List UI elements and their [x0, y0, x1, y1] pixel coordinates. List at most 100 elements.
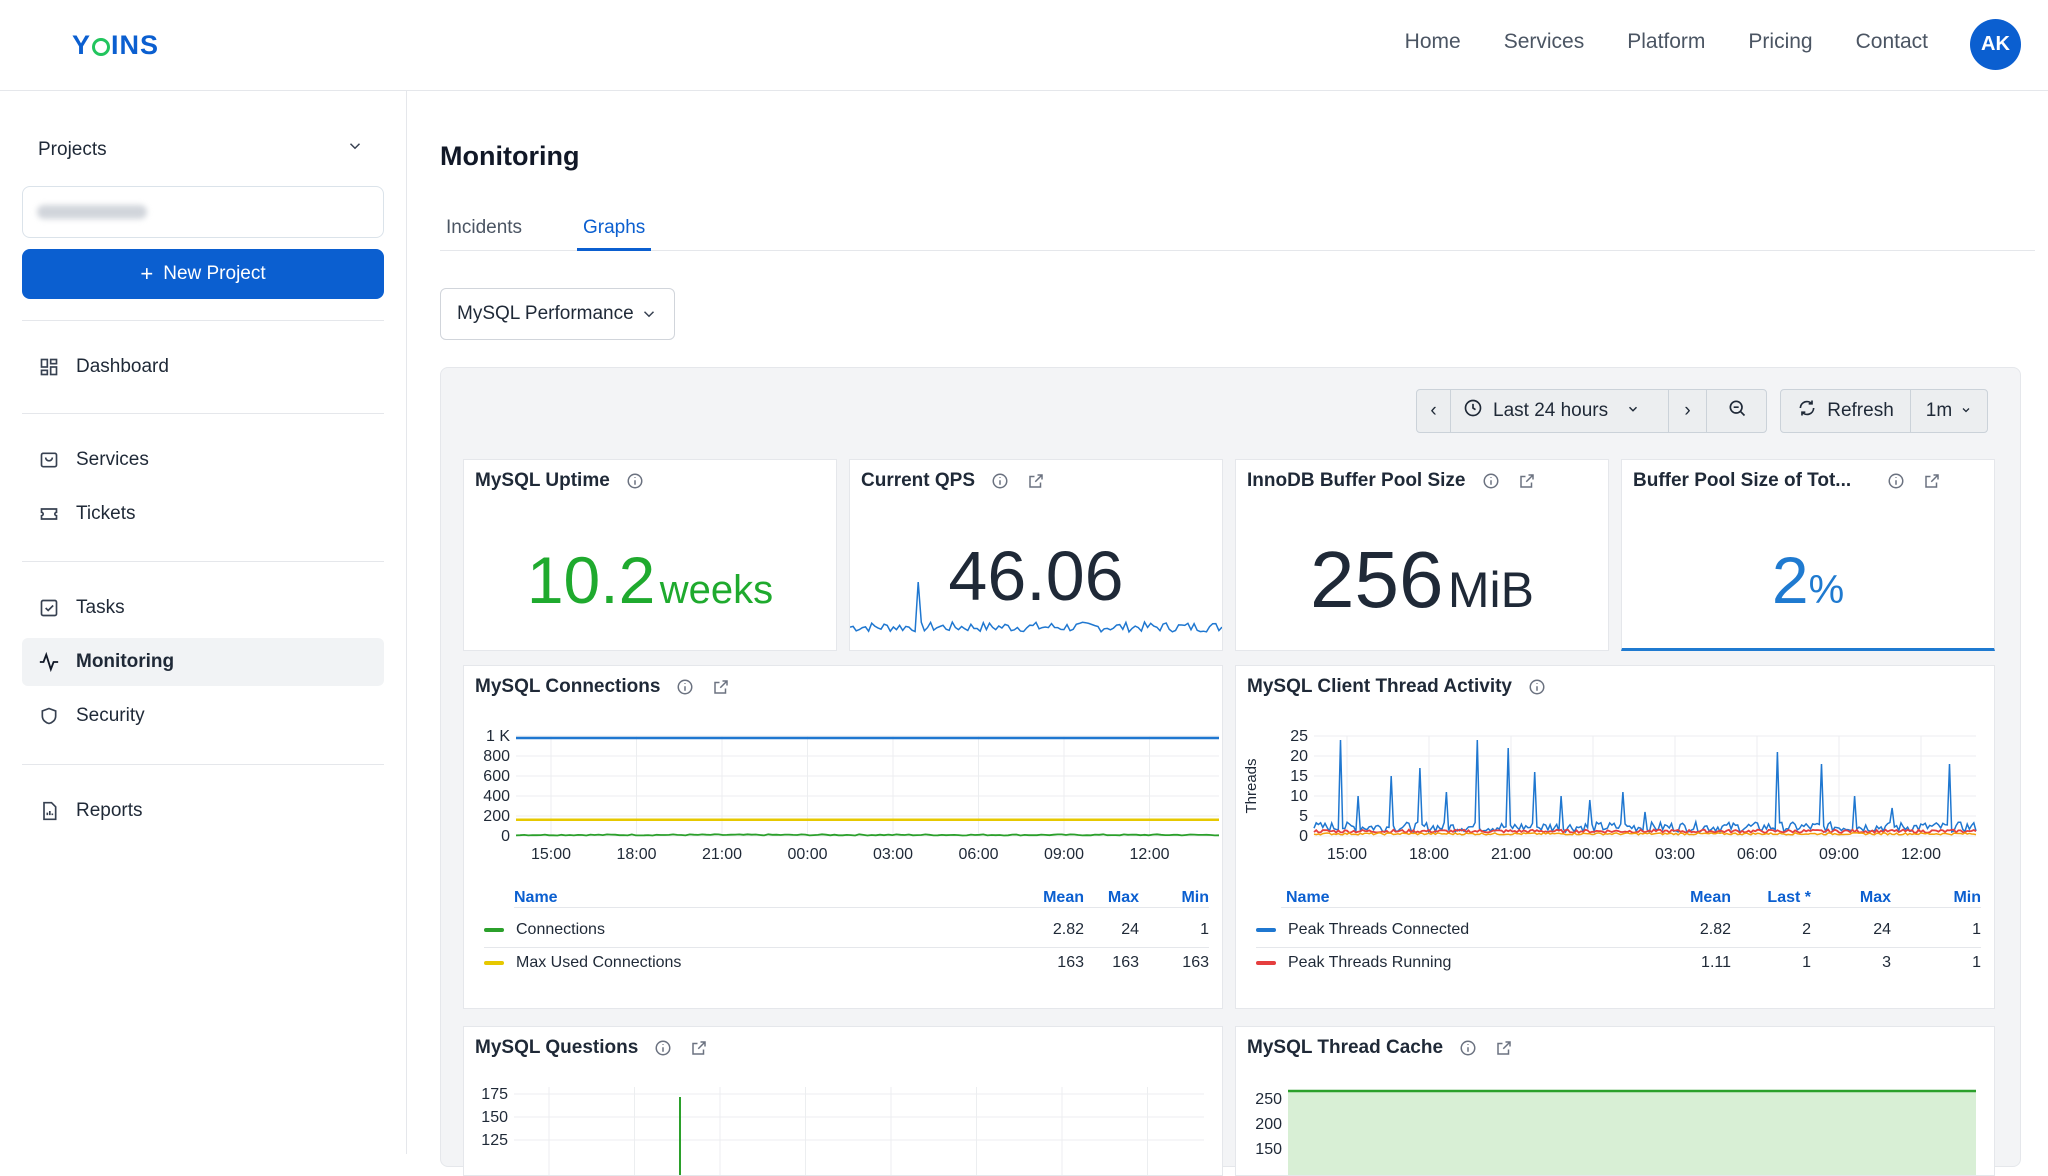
card-title: MySQL Questions: [475, 1037, 710, 1059]
info-icon[interactable]: [674, 676, 696, 698]
x-tick-label: 21:00: [1491, 846, 1531, 863]
series-line-threads-connected: [1313, 739, 1977, 835]
sidebar-item-security[interactable]: Security: [22, 692, 384, 740]
prev-range-button[interactable]: ‹: [1417, 390, 1451, 432]
tab-incidents[interactable]: Incidents: [446, 217, 523, 238]
zoom-out-button[interactable]: [1707, 390, 1766, 432]
time-range-toolbar: ‹ Last 24 hours ›: [1416, 389, 1767, 433]
card-title-text: MySQL Uptime: [475, 470, 610, 491]
legend-header-last[interactable]: Last *: [1767, 889, 1811, 906]
sidebar-item-reports[interactable]: Reports: [22, 787, 384, 835]
sidebar-item-label: Tasks: [76, 597, 125, 618]
nav-home[interactable]: Home: [1404, 30, 1461, 53]
stat-unit: MiB: [1447, 562, 1535, 618]
nav-services[interactable]: Services: [1503, 30, 1585, 53]
x-tick-label: 12:00: [1129, 846, 1169, 863]
y-tick-label: 10: [1290, 788, 1308, 805]
chevron-down-icon: [640, 305, 658, 329]
sidebar-item-tickets[interactable]: Tickets: [22, 490, 384, 538]
y-tick-label: 5: [1299, 808, 1308, 825]
stat-number: 10.2: [526, 543, 656, 617]
stat-value: 46.06: [850, 536, 1222, 616]
legend-header-max[interactable]: Max: [1107, 889, 1139, 906]
legend-header-min[interactable]: Min: [1953, 889, 1981, 906]
stat-value: 2%: [1622, 542, 1994, 618]
questions-chart: 175 150 125: [481, 1087, 1204, 1175]
tab-graphs[interactable]: Graphs: [577, 217, 652, 251]
y-tick-label: 0: [501, 828, 510, 845]
legend-divider: [1256, 947, 1981, 948]
nav-platform[interactable]: Platform: [1627, 30, 1706, 53]
time-range-picker[interactable]: Last 24 hours: [1451, 390, 1669, 432]
x-tick-label: 03:00: [873, 846, 913, 863]
legend-row[interactable]: Max Used Connections 163 163 163: [484, 954, 1214, 972]
x-tick-label: 15:00: [531, 846, 571, 863]
legend-header-name[interactable]: Name: [514, 889, 558, 906]
chart-card-questions: MySQL Questions 175 150 125: [463, 1026, 1223, 1176]
sidebar-item-monitoring[interactable]: Monitoring: [22, 638, 384, 686]
logo[interactable]: Y INS: [72, 30, 160, 60]
y-tick-label: 600: [483, 768, 510, 785]
next-range-button[interactable]: ›: [1669, 390, 1707, 432]
external-link-icon[interactable]: [1921, 470, 1943, 492]
legend-header-mean[interactable]: Mean: [1690, 889, 1731, 906]
x-tick-label: 06:00: [958, 846, 998, 863]
legend-row[interactable]: Connections 2.82 24 1: [484, 921, 1214, 939]
legend-max: 3: [1882, 954, 1891, 971]
avatar[interactable]: AK: [1970, 19, 2021, 70]
y-tick-label: 200: [1255, 1116, 1282, 1133]
sidebar-item-dashboard[interactable]: Dashboard: [22, 343, 384, 391]
tasks-icon: [38, 597, 60, 619]
card-title: Current QPS: [861, 470, 1047, 492]
info-icon[interactable]: [652, 1037, 674, 1059]
sidebar-divider: [22, 764, 384, 765]
legend-row[interactable]: Peak Threads Connected 2.82 2 24 1: [1256, 921, 1986, 939]
legend-header-max[interactable]: Max: [1859, 889, 1891, 906]
chevron-down-icon: [1626, 400, 1640, 422]
card-title-text: MySQL Connections: [475, 676, 661, 697]
sidebar-item-services[interactable]: Services: [22, 436, 384, 484]
dashboard-select-value: MySQL Performance: [457, 303, 634, 324]
external-link-icon[interactable]: [1516, 470, 1538, 492]
stat-card-buffer-pool: InnoDB Buffer Pool Size 256 MiB: [1235, 459, 1609, 651]
external-link-icon[interactable]: [1025, 470, 1047, 492]
external-link-icon[interactable]: [1493, 1037, 1515, 1059]
tabs: Incidents Graphs: [440, 217, 2035, 251]
external-link-icon[interactable]: [688, 1037, 710, 1059]
legend-max: 163: [1112, 954, 1139, 971]
external-link-icon[interactable]: [710, 676, 732, 698]
dashboard-select[interactable]: MySQL Performance: [440, 288, 675, 340]
refresh-button[interactable]: Refresh: [1781, 390, 1911, 432]
info-icon[interactable]: [1480, 470, 1502, 492]
info-icon[interactable]: [1526, 676, 1548, 698]
project-select-input[interactable]: [22, 186, 384, 238]
x-tick-label: 06:00: [1737, 846, 1777, 863]
new-project-label: New Project: [163, 263, 266, 284]
sidebar-item-label: Dashboard: [76, 356, 169, 377]
nav-contact[interactable]: Contact: [1855, 30, 1928, 53]
series-line-connections: [515, 833, 1220, 837]
info-icon[interactable]: [1885, 470, 1907, 492]
card-title: Buffer Pool Size of Tot...: [1633, 470, 1988, 492]
sidebar-divider: [22, 561, 384, 562]
legend-row[interactable]: Peak Threads Running 1.11 1 3 1: [1256, 954, 1986, 972]
info-icon[interactable]: [1457, 1037, 1479, 1059]
refresh-interval-select[interactable]: 1m: [1911, 390, 1987, 432]
series-area-fill: [1288, 1091, 1976, 1175]
legend-header-min[interactable]: Min: [1181, 889, 1209, 906]
info-icon[interactable]: [989, 470, 1011, 492]
chevron-down-icon[interactable]: [346, 137, 364, 160]
zoom-out-icon: [1727, 398, 1747, 424]
info-icon[interactable]: [624, 470, 646, 492]
sidebar-item-label: Reports: [76, 800, 143, 821]
sidebar-item-tasks[interactable]: Tasks: [22, 584, 384, 632]
nav-pricing[interactable]: Pricing: [1748, 30, 1813, 53]
legend-min: 1: [1972, 921, 1981, 938]
legend-header-mean[interactable]: Mean: [1043, 889, 1084, 906]
legend-header-name[interactable]: Name: [1286, 889, 1330, 906]
new-project-button[interactable]: + New Project: [22, 249, 384, 299]
sidebar-divider: [22, 320, 384, 321]
legend-max: 24: [1121, 921, 1139, 938]
y-tick-label: 15: [1290, 768, 1308, 785]
series-line-threads-other: [1313, 831, 1977, 836]
